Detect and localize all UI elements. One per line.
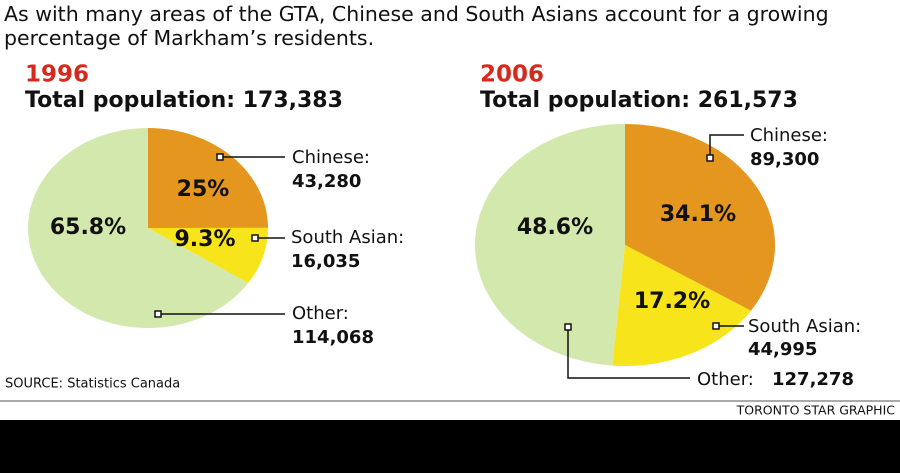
pct-label: 25% (177, 177, 230, 202)
callout-line (709, 134, 744, 158)
count-label: 43,280 (292, 171, 361, 192)
pct-label: 65.8% (50, 215, 126, 240)
callout-dot (712, 322, 720, 330)
callout-dot (154, 310, 162, 318)
pie-subtitle: Total population: 173,383 (25, 88, 343, 113)
pie-subtitle: Total population: 261,573 (480, 88, 798, 113)
callout-dot (216, 153, 224, 161)
count-label: 89,300 (750, 149, 819, 170)
pie-year: 2006 (480, 62, 544, 88)
black-bar (0, 420, 900, 473)
source: SOURCE: Statistics Canada (5, 377, 180, 392)
category-label: Other: (697, 369, 754, 390)
pie-slice (612, 245, 751, 366)
count-label: 127,278 (772, 369, 854, 390)
pie-slice (148, 227, 268, 283)
category-label: South Asian: (291, 227, 404, 248)
callout-dot (564, 323, 572, 331)
pie-slice (148, 128, 268, 228)
category-label: South Asian: (748, 316, 861, 337)
count-label: 16,035 (291, 251, 360, 272)
category-label: Other: (292, 303, 349, 324)
pie-slice (475, 124, 625, 366)
callout-line (567, 327, 690, 379)
count-label: 44,995 (748, 339, 817, 360)
pct-label: 48.6% (517, 215, 593, 240)
pie-slice (27, 128, 249, 328)
pie-year: 1996 (25, 62, 89, 88)
pct-label: 34.1% (660, 202, 736, 227)
credit: TORONTO STAR GRAPHIC (736, 403, 896, 418)
pct-label: 17.2% (634, 289, 710, 314)
category-label: Chinese: (292, 147, 370, 168)
count-label: 114,068 (292, 327, 374, 348)
callout-dot (251, 234, 259, 242)
category-label: Chinese: (750, 125, 828, 146)
callout-dot (706, 154, 714, 162)
headline: As with many areas of the GTA, Chinese a… (4, 2, 829, 50)
pct-label: 9.3% (174, 227, 235, 252)
pie-slice (625, 124, 775, 311)
